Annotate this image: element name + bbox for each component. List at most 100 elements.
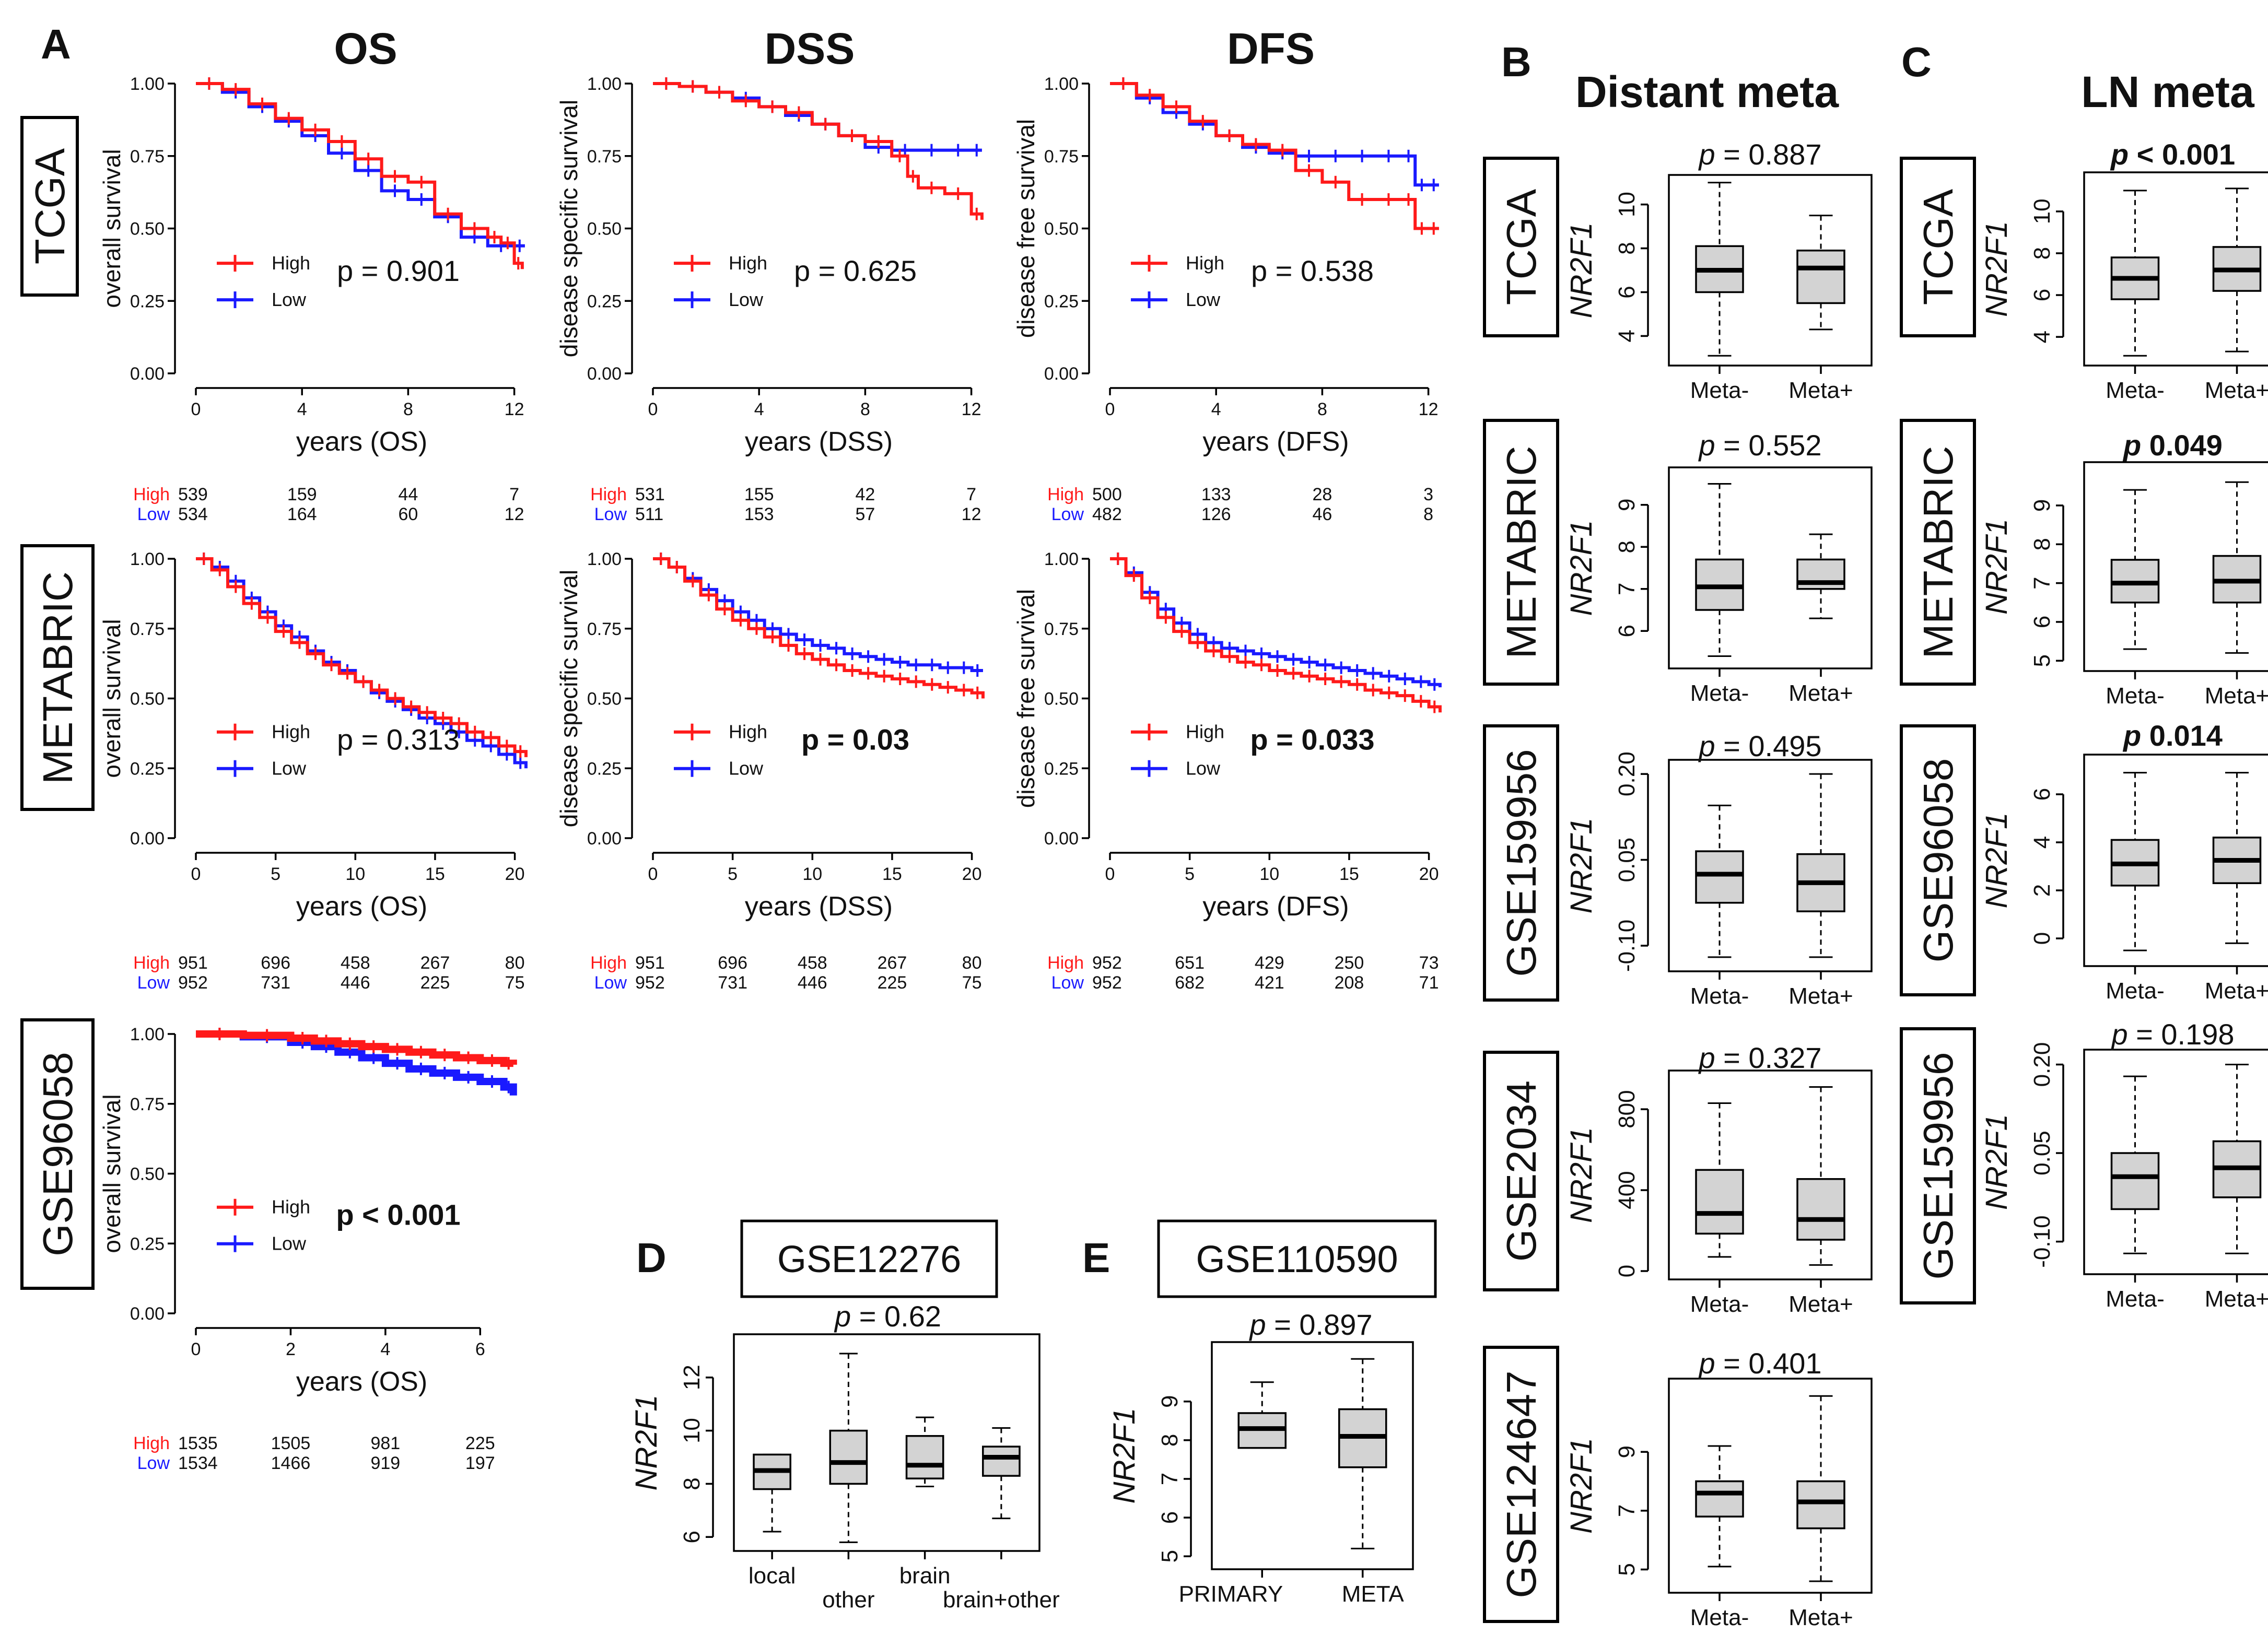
y-tick-label: 0.25 xyxy=(130,291,165,311)
censor-marks-high xyxy=(665,77,978,220)
x-axis-label: years (DFS) xyxy=(1202,891,1349,922)
risk-value-high: 696 xyxy=(261,953,290,973)
risk-value-low: 208 xyxy=(1335,973,1364,993)
box-ln-tcga: 4 6 8 10 NR2F1 p < 0.001 Meta- Meta+ xyxy=(1980,138,2268,403)
box-meta-: Meta- xyxy=(2106,489,2165,709)
risk-value-low: 164 xyxy=(287,504,317,524)
y-tick-label: 0.00 xyxy=(130,829,165,849)
risk-value-high: 42 xyxy=(855,485,875,504)
dataset-label-text: TCGA xyxy=(1498,189,1545,305)
column-title-ln-meta: LN meta xyxy=(2081,67,2255,116)
y-tick-label: 400 xyxy=(1614,1171,1640,1209)
risk-value-low: 511 xyxy=(635,504,663,524)
x-tick-label: Meta+ xyxy=(2205,378,2268,403)
risk-value-high: 981 xyxy=(370,1433,400,1453)
risk-value-high: 225 xyxy=(465,1433,495,1453)
x-tick-label: 5 xyxy=(728,864,738,884)
p-symbol: p xyxy=(834,1300,851,1333)
box-meta-: Meta+ xyxy=(1788,773,1853,1009)
gse12276-title-text: GSE12276 xyxy=(777,1239,961,1280)
censor-marks-high xyxy=(203,552,522,758)
risk-label-low: Low xyxy=(137,504,170,524)
dataset-label-text: METABRIC xyxy=(1498,446,1545,659)
p-value: p = 0.538 xyxy=(1251,254,1374,287)
y-tick-label: 0.75 xyxy=(1044,147,1079,167)
box-ln-gse159956: -0.10 0.05 0.20 NR2F1 p = 0.198 Meta- Meta+ xyxy=(1980,1018,2268,1312)
legend-label-high: High xyxy=(272,721,310,743)
x-axis-label: years (OS) xyxy=(296,1367,427,1397)
p-value: p = 0.03 xyxy=(801,723,909,756)
y-axis-label: NR2F1 xyxy=(1564,1438,1598,1534)
y-axis-label: NR2F1 xyxy=(1564,1127,1598,1223)
y-axis-label: NR2F1 xyxy=(1564,222,1598,319)
row-label-gse96058-text: GSE96058 xyxy=(34,1052,81,1256)
risk-value-high: 7 xyxy=(509,485,519,504)
risk-value-low: 12 xyxy=(962,504,981,524)
column-title-os: OS xyxy=(334,24,397,73)
risk-label-high: High xyxy=(133,485,170,504)
curve-high xyxy=(196,1030,517,1067)
y-tick-label: 0.50 xyxy=(1044,219,1079,239)
risk-value-high: 696 xyxy=(718,953,747,973)
p-value: p = 0.198 xyxy=(2110,1018,2234,1051)
curve-low xyxy=(196,1030,517,1096)
y-tick-label: 9 xyxy=(1614,1445,1640,1458)
dataset-label-text: TCGA xyxy=(1915,189,1961,305)
risk-value-high: 429 xyxy=(1255,953,1284,973)
y-axis-label: overall survival xyxy=(98,1094,125,1253)
x-tick-label: 12 xyxy=(1419,399,1439,419)
legend-label-low: Low xyxy=(729,289,764,310)
box-distant-gse159956: -0.10 0.05 0.20 NR2F1 p = 0.495 Meta- Meta+ xyxy=(1564,730,1873,1009)
box-ln-metabric: 5 6 7 8 9 NR2F1 p 0.049 Meta- Meta+ xyxy=(1980,429,2268,709)
column-title-dfs: DFS xyxy=(1227,24,1315,73)
legend-label-high: High xyxy=(272,252,310,274)
risk-value-low: 1534 xyxy=(178,1453,218,1473)
y-tick-label: 0.00 xyxy=(587,364,622,384)
p-value: p = 0.033 xyxy=(1250,723,1374,756)
km-plots: 0.00 0.25 0.50 0.75 1.00 0 4 8 12 overall surviva… xyxy=(98,74,1442,1473)
risk-label-high: High xyxy=(133,1433,170,1453)
y-tick-label: 0.50 xyxy=(1044,689,1079,709)
risk-value-low: 126 xyxy=(1201,504,1231,524)
risk-value-low: 682 xyxy=(1175,973,1205,993)
risk-value-high: 44 xyxy=(398,485,418,504)
p-symbol: p xyxy=(2122,429,2141,462)
y-tick-label: 0.50 xyxy=(587,689,622,709)
censor-marks-high xyxy=(1117,552,1436,713)
p-value: p = 0.625 xyxy=(794,254,917,287)
risk-value-low: 225 xyxy=(878,973,907,993)
x-tick-label: 20 xyxy=(1419,864,1439,884)
y-tick-label: 8 xyxy=(2029,538,2055,550)
iqr-box xyxy=(1695,1480,1744,1518)
x-tick-label: 12 xyxy=(962,399,981,419)
y-tick-label: 6 xyxy=(1614,286,1640,298)
x-tick-label: 0 xyxy=(191,864,201,884)
risk-value-high: 651 xyxy=(1175,953,1205,973)
box-meta-: Meta+ xyxy=(2205,1064,2268,1312)
dataset-label-text: GSE159956 xyxy=(1498,749,1545,977)
p-symbol: p xyxy=(1698,429,1715,462)
p-symbol: p xyxy=(2110,1018,2127,1051)
curve-low xyxy=(1110,557,1442,688)
p-value: p = 0.401 xyxy=(1698,1347,1821,1380)
box-distant-metabric: 6 7 8 9 NR2F1 p = 0.552 Meta- Meta+ xyxy=(1564,429,1873,706)
x-tick-label: 8 xyxy=(860,399,870,419)
x-tick-label: 15 xyxy=(425,864,445,884)
y-tick-label: 5 xyxy=(2029,654,2055,667)
risk-value-low: 446 xyxy=(798,973,827,993)
y-tick-label: 0.75 xyxy=(130,147,165,167)
x-tick-label: 20 xyxy=(962,864,982,884)
y-tick-label: 7 xyxy=(2029,577,2055,589)
y-tick-label: 8 xyxy=(1614,540,1640,553)
legend-label-low: Low xyxy=(1186,289,1221,310)
risk-value-high: 80 xyxy=(505,953,525,973)
p-value: p = 0.327 xyxy=(1698,1041,1821,1074)
x-tick-label: 10 xyxy=(802,864,822,884)
y-tick-label: 1.00 xyxy=(1044,549,1079,569)
x-tick-label: other xyxy=(822,1587,874,1613)
gse12276-title: GSE12276 xyxy=(740,1219,998,1298)
iqr-box xyxy=(1796,1178,1845,1241)
plot-frame xyxy=(1668,759,1873,972)
gse110590-title: GSE110590 xyxy=(1157,1219,1437,1298)
